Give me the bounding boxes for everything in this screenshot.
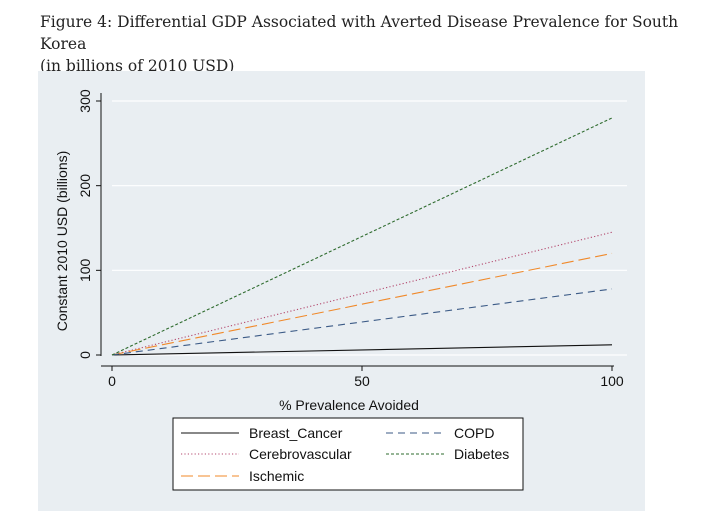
axes bbox=[100, 93, 614, 367]
series-line-cerebrovascular bbox=[111, 231, 613, 356]
y-tick-label-0: 0 bbox=[77, 351, 93, 359]
legend-label-diabetes: Diabetes bbox=[454, 446, 509, 462]
series-line-diabetes bbox=[111, 117, 613, 356]
legend-label-copd: COPD bbox=[454, 425, 494, 441]
x-tick-label-100: 100 bbox=[600, 373, 624, 389]
caption-line-2: (in billions of 2010 USD) bbox=[40, 57, 235, 75]
y-ticks: 0 100 200 300 bbox=[77, 89, 101, 359]
caption-line-1: Figure 4: Differential GDP Associated wi… bbox=[40, 13, 679, 53]
gridlines bbox=[112, 100, 627, 356]
series-lines bbox=[111, 117, 613, 356]
legend-label-ischemic: Ischemic bbox=[249, 468, 304, 484]
figure-caption: Figure 4: Differential GDP Associated wi… bbox=[40, 11, 710, 77]
legend-box bbox=[172, 417, 524, 491]
y-tick-label-200: 200 bbox=[77, 174, 93, 198]
series-line-breast-cancer bbox=[111, 344, 613, 356]
x-tick-label-0: 0 bbox=[108, 373, 116, 389]
x-ticks: 0 50 100 bbox=[108, 366, 624, 389]
y-axis-title: Constant 2010 USD (billions) bbox=[54, 151, 70, 332]
series-line-ischemic bbox=[111, 252, 613, 356]
legend: Breast_Cancer COPD Cerebrovascular Diabetes… bbox=[172, 417, 524, 491]
legend-label-cerebrovascular: Cerebrovascular bbox=[249, 446, 352, 462]
series-line-copd bbox=[111, 288, 613, 356]
legend-label-breast-cancer: Breast_Cancer bbox=[249, 425, 343, 441]
x-axis-title: % Prevalence Avoided bbox=[279, 397, 419, 413]
y-tick-label-100: 100 bbox=[77, 258, 93, 282]
y-tick-label-300: 300 bbox=[77, 89, 93, 113]
x-tick-label-50: 50 bbox=[354, 373, 370, 389]
